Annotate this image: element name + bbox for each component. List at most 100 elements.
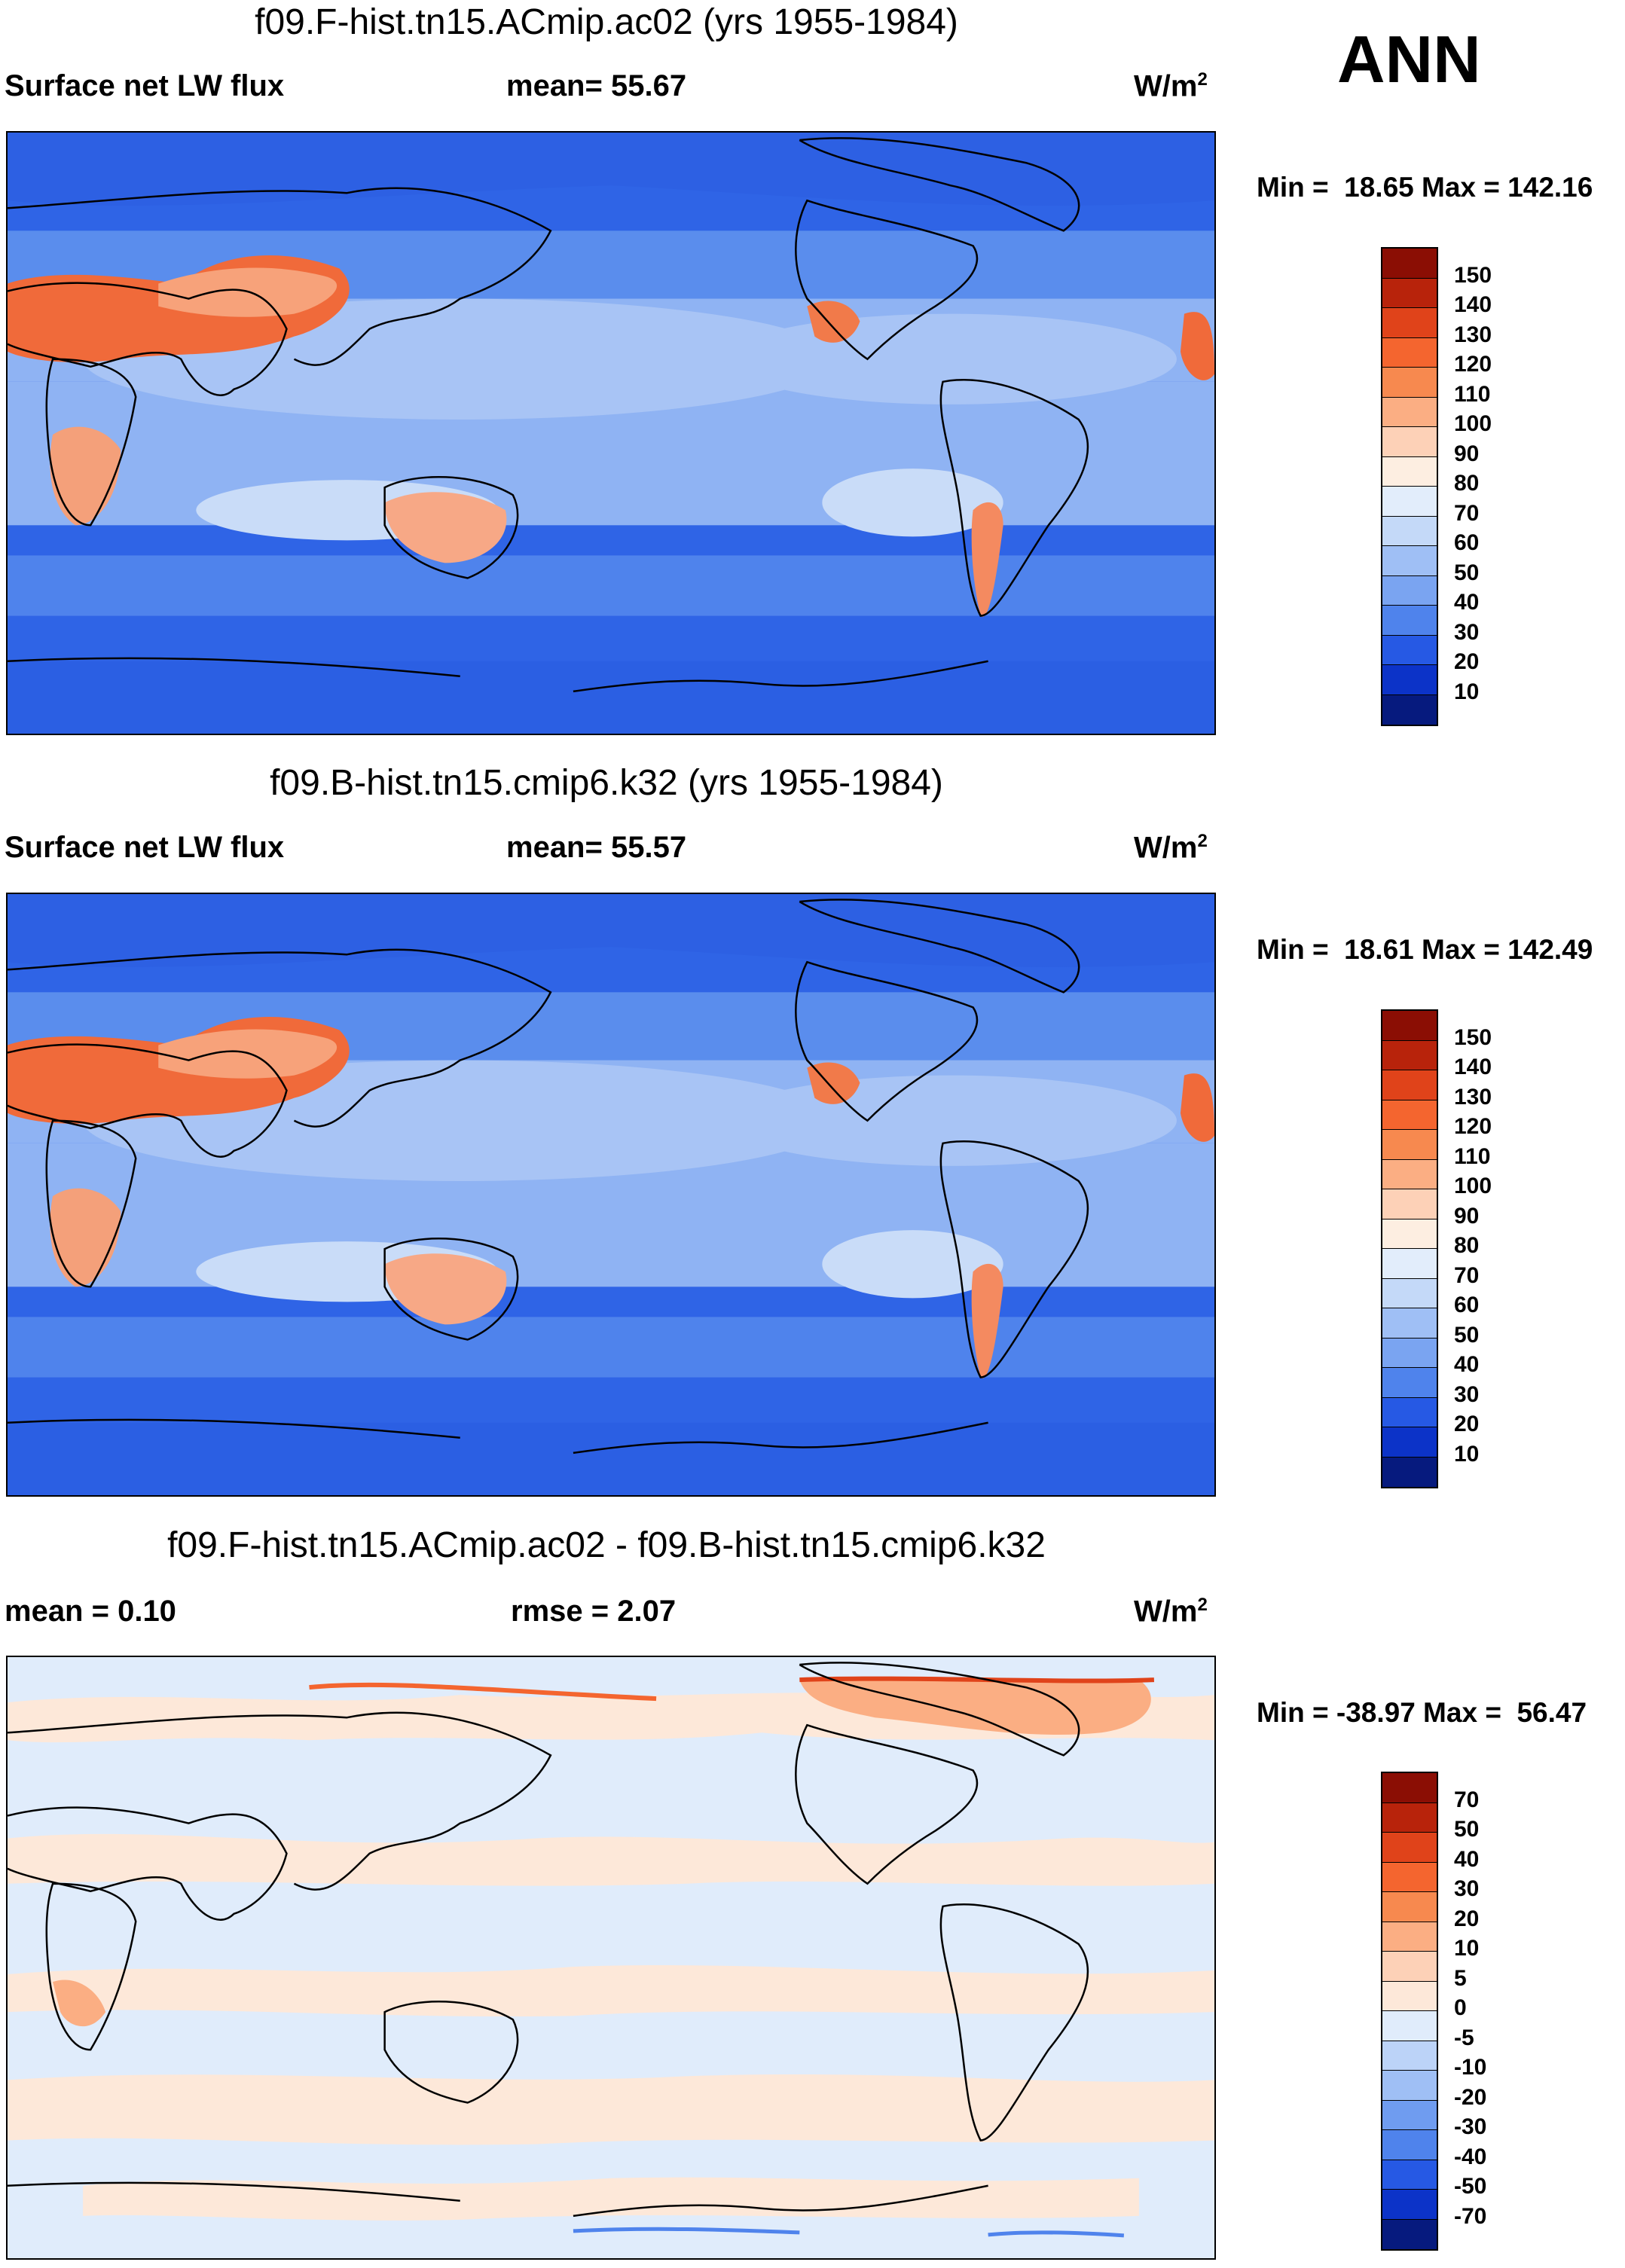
panel3-colorbar xyxy=(1381,1772,1438,2251)
panel3-colorbar-tick-label: 10 xyxy=(1454,1936,1480,1961)
panel3-colorbar-swatch xyxy=(1382,1773,1437,1803)
panel3-colorbar-swatch xyxy=(1382,1802,1437,1833)
panel2-colorbar-swatch xyxy=(1382,1011,1437,1041)
panel1-colorbar-swatch xyxy=(1382,487,1437,517)
panel2-colorbar-swatch xyxy=(1382,1427,1437,1458)
panel2-colorbar xyxy=(1381,1009,1438,1488)
panel3-map-field xyxy=(8,1657,1214,2258)
panel2-colorbar-swatch xyxy=(1382,1278,1437,1308)
panel3-colorbar-tick-label: 50 xyxy=(1454,1817,1480,1842)
panel3-colorbar-tick-label: 70 xyxy=(1454,1787,1480,1812)
panel2-colorbar-tick-label: 50 xyxy=(1454,1322,1480,1348)
panel1-colorbar-swatch xyxy=(1382,397,1437,427)
panel2-colorbar-swatch xyxy=(1382,1219,1437,1249)
panel2-colorbar-tick-label: 20 xyxy=(1454,1412,1480,1436)
panel1-colorbar-swatch xyxy=(1382,635,1437,665)
panel2-colorbar-swatch xyxy=(1382,1457,1437,1487)
panel2-colorbar-swatch xyxy=(1382,1249,1437,1279)
panel2-map-field xyxy=(8,894,1214,1495)
panel3-colorbar-swatch xyxy=(1382,2190,1437,2220)
panel2-map xyxy=(6,893,1216,1497)
panel3-colorbar-swatch xyxy=(1382,2041,1437,2071)
panel2-colorbar-tick-label: 130 xyxy=(1454,1084,1492,1110)
panel1-mean-label: mean= 55.67 xyxy=(506,69,687,102)
panel3-colorbar-swatch xyxy=(1382,2011,1437,2041)
panel2-colorbar-tick-label: 80 xyxy=(1454,1233,1480,1258)
panel3-colorbar-tick-label: 0 xyxy=(1454,1995,1467,2020)
panel2-colorbar-swatch xyxy=(1382,1159,1437,1189)
panel2-colorbar-tick-label: 40 xyxy=(1454,1352,1480,1377)
panel2-title: f09.B-hist.tn15.cmip6.k32 (yrs 1955-1984… xyxy=(270,763,943,803)
panel1-map xyxy=(6,131,1216,735)
panel3-colorbar-tick-label: 5 xyxy=(1454,1965,1467,1991)
panel1-colorbar-tick-label: 30 xyxy=(1454,619,1480,645)
panel1-colorbar-swatch xyxy=(1382,427,1437,457)
panel3-colorbar-swatch xyxy=(1382,2100,1437,2130)
panel1-colorbar-tick-label: 110 xyxy=(1454,381,1491,407)
panel3-colorbar-tick-label: -10 xyxy=(1454,2055,1487,2080)
panel1-colorbar-tick-label: 120 xyxy=(1454,352,1492,377)
panel3-colorbar-tick-label: 30 xyxy=(1454,1876,1480,1901)
season-label: ANN xyxy=(1337,22,1481,96)
panel1-colorbar-swatch xyxy=(1382,516,1437,546)
panel2-colorbar-swatch xyxy=(1382,1368,1437,1398)
panel1-variable-label: Surface net LW flux xyxy=(5,69,285,102)
panel2-colorbar-tick-label: 90 xyxy=(1454,1203,1480,1229)
panel3-colorbar-swatch xyxy=(1382,1833,1437,1863)
panel2-colorbar-swatch xyxy=(1382,1189,1437,1219)
panel1-colorbar-tick-label: 130 xyxy=(1454,322,1492,347)
panel3-rmse-label: rmse = 2.07 xyxy=(511,1595,677,1628)
panel3-colorbar-swatch xyxy=(1382,1922,1437,1952)
panel1-units: W/m2 xyxy=(1134,69,1208,103)
panel3-colorbar-swatch xyxy=(1382,1892,1437,1922)
panel1-colorbar-swatch xyxy=(1382,456,1437,487)
panel1-colorbar-tick-label: 20 xyxy=(1454,649,1480,674)
panel2-colorbar-tick-label: 120 xyxy=(1454,1114,1492,1139)
panel3-colorbar-swatch xyxy=(1382,2160,1437,2190)
panel2-minmax: Min = 18.61 Max = 142.49 xyxy=(1257,934,1593,965)
panel1-colorbar-swatch xyxy=(1382,278,1437,308)
panel2-colorbar-swatch xyxy=(1382,1130,1437,1160)
panel1-colorbar-swatch xyxy=(1382,337,1437,368)
panel2-mean-label: mean= 55.57 xyxy=(506,831,687,864)
panel2-colorbar-swatch xyxy=(1382,1070,1437,1100)
panel1-colorbar-tick-label: 10 xyxy=(1454,679,1480,704)
panel3-colorbar-tick-label: 20 xyxy=(1454,1906,1480,1931)
panel1-colorbar-swatch xyxy=(1382,249,1437,279)
panel3-colorbar-swatch xyxy=(1382,2130,1437,2160)
panel3-colorbar-swatch xyxy=(1382,1981,1437,2011)
panel1-colorbar-swatch xyxy=(1382,368,1437,398)
panel2-colorbar-tick-label: 60 xyxy=(1454,1293,1480,1317)
panel3-colorbar-tick-label: -20 xyxy=(1454,2084,1487,2110)
panel3-colorbar-swatch xyxy=(1382,1952,1437,1982)
panel3-colorbar-tick-label: -5 xyxy=(1454,2025,1474,2050)
panel2-colorbar-swatch xyxy=(1382,1308,1437,1339)
panel3-colorbar-swatch xyxy=(1382,1862,1437,1892)
panel3-colorbar-tick-label: -30 xyxy=(1454,2114,1487,2139)
panel1-minmax: Min = 18.65 Max = 142.16 xyxy=(1257,172,1593,203)
panel3-colorbar-tick-label: -50 xyxy=(1454,2174,1487,2199)
panel2-colorbar-tick-label: 10 xyxy=(1454,1441,1480,1467)
panel2-colorbar-swatch xyxy=(1382,1040,1437,1070)
panel1-colorbar-tick-label: 40 xyxy=(1454,590,1480,615)
panel1-map-field xyxy=(8,133,1214,734)
panel2-colorbar-tick-label: 110 xyxy=(1454,1143,1491,1169)
panel2-colorbar-swatch xyxy=(1382,1338,1437,1368)
panel3-colorbar-tick-label: -70 xyxy=(1454,2203,1487,2229)
panel2-colorbar-swatch xyxy=(1382,1397,1437,1427)
panel1-colorbar-tick-label: 100 xyxy=(1454,411,1492,436)
panel1-colorbar-tick-label: 60 xyxy=(1454,530,1480,555)
panel1-colorbar-tick-label: 50 xyxy=(1454,560,1480,585)
panel1-colorbar-swatch xyxy=(1382,606,1437,636)
panel2-colorbar-tick-label: 150 xyxy=(1454,1024,1492,1050)
panel3-colorbar-tick-label: -40 xyxy=(1454,2144,1487,2169)
panel3-title: f09.F-hist.tn15.ACmip.ac02 - f09.B-hist.… xyxy=(167,1525,1046,1565)
panel1-colorbar xyxy=(1381,247,1438,726)
panel1-title: f09.F-hist.tn15.ACmip.ac02 (yrs 1955-198… xyxy=(255,2,958,42)
panel1-colorbar-tick-label: 70 xyxy=(1454,500,1480,526)
panel2-units: W/m2 xyxy=(1134,831,1208,865)
panel3-units: W/m2 xyxy=(1134,1595,1208,1629)
panel1-colorbar-swatch xyxy=(1382,575,1437,606)
panel3-minmax: Min = -38.97 Max = 56.47 xyxy=(1257,1697,1587,1728)
panel2-colorbar-tick-label: 30 xyxy=(1454,1381,1480,1407)
